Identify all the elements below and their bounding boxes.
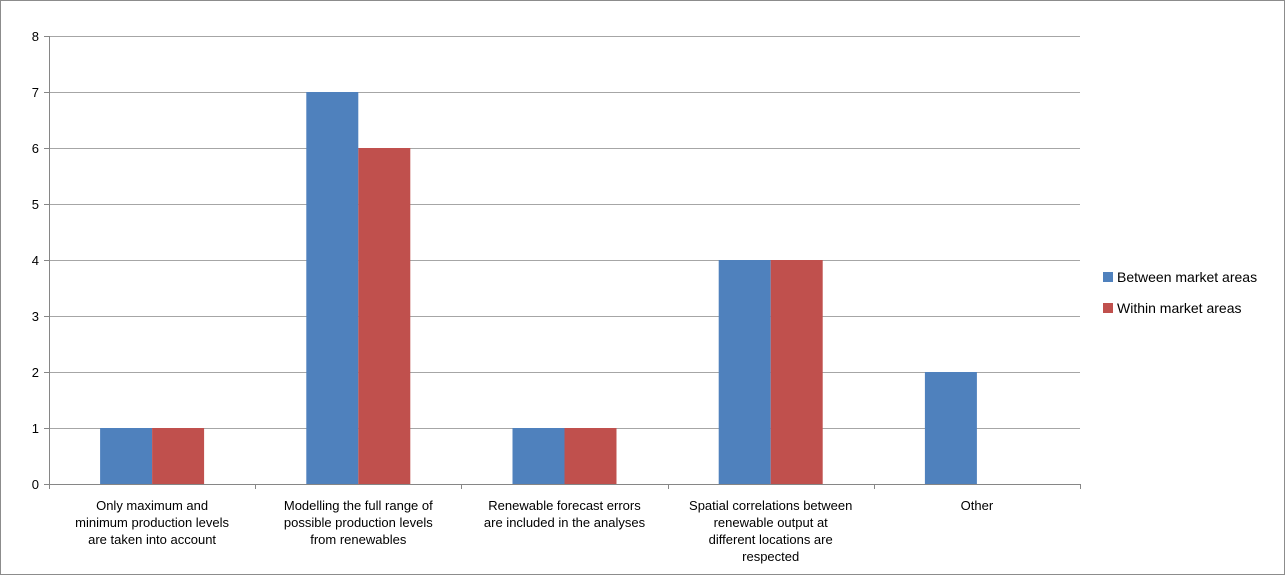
bar-series-1-cat-2 xyxy=(564,428,617,484)
x-category-label-4: Other xyxy=(961,498,994,513)
y-tick-label-5: 5 xyxy=(32,197,39,212)
x-category-label-line: are taken into account xyxy=(88,532,216,547)
bar-series-1-cat-0 xyxy=(152,428,205,484)
axes xyxy=(44,36,1081,489)
bar-series-1-cat-3 xyxy=(770,260,823,484)
legend-label-0: Between market areas xyxy=(1117,269,1257,285)
x-category-label-3: Spatial correlations between renewable ou… xyxy=(689,498,852,564)
y-tick-label-3: 3 xyxy=(32,309,39,324)
legend: Between market areas Within market areas xyxy=(1103,269,1257,316)
x-category-label-line: Renewable forecast errors xyxy=(488,498,641,513)
y-tick-label-8: 8 xyxy=(32,29,39,44)
bars xyxy=(100,92,977,484)
y-tick-label-2: 2 xyxy=(32,365,39,380)
x-category-label-0: Only maximum and minimum production level… xyxy=(75,498,229,547)
legend-swatch-1 xyxy=(1103,303,1113,313)
bar-series-0-cat-1 xyxy=(306,92,359,484)
y-tick-label-1: 1 xyxy=(32,421,39,436)
y-tick-label-4: 4 xyxy=(32,253,39,268)
bar-series-1-cat-1 xyxy=(358,148,411,484)
legend-label-1: Within market areas xyxy=(1117,300,1241,316)
x-category-label-line: Other xyxy=(961,498,994,513)
bar-series-0-cat-3 xyxy=(718,260,771,484)
x-category-label-2: Renewable forecast errors are included in… xyxy=(484,498,646,530)
bar-series-0-cat-4 xyxy=(924,372,977,484)
x-category-label-line: from renewables xyxy=(310,532,407,547)
y-tick-label-7: 7 xyxy=(32,85,39,100)
x-category-label-line: Only maximum and xyxy=(96,498,208,513)
x-category-label-line: renewable output at xyxy=(714,515,829,530)
bar-series-0-cat-0 xyxy=(100,428,153,484)
x-category-label-line: minimum production levels xyxy=(75,515,229,530)
x-category-label-line: are included in the analyses xyxy=(484,515,646,530)
y-tick-label-0: 0 xyxy=(32,477,39,492)
x-category-labels: Only maximum and minimum production level… xyxy=(75,498,994,564)
bar-series-0-cat-2 xyxy=(512,428,565,484)
x-category-label-line: different locations are xyxy=(709,532,833,547)
x-category-label-line: possible production levels xyxy=(284,515,433,530)
x-category-label-line: respected xyxy=(742,549,799,564)
y-tick-label-6: 6 xyxy=(32,141,39,156)
legend-swatch-0 xyxy=(1103,272,1113,282)
x-category-label-1: Modelling the full range of possible prod… xyxy=(284,498,433,547)
y-tick-labels: 0 1 2 3 4 5 6 7 8 xyxy=(32,29,39,492)
x-category-label-line: Spatial correlations between xyxy=(689,498,852,513)
grid-lines xyxy=(49,36,1080,429)
x-category-label-line: Modelling the full range of xyxy=(284,498,433,513)
